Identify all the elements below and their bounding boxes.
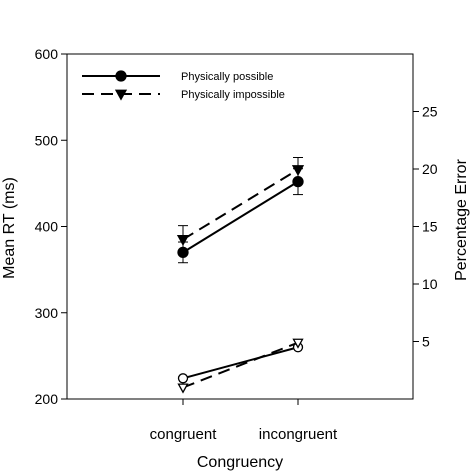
series-layer — [176, 157, 305, 394]
series-1 — [177, 168, 304, 264]
series-line — [182, 346, 299, 380]
x-tick-label: congruent — [150, 426, 218, 443]
x-axis: congruent incongruent — [150, 399, 338, 443]
data-point — [177, 383, 189, 394]
left-y-axis: 200 300 400 500 600 — [35, 46, 67, 407]
right-y-tick-label: 15 — [422, 219, 438, 235]
left-y-tick-label: 300 — [35, 305, 59, 321]
plot-area — [66, 53, 414, 400]
right-y-axis: 5 10 15 20 25 — [413, 104, 438, 350]
x-axis-title: Congruency — [197, 454, 283, 471]
series-line — [182, 341, 299, 389]
series-line — [182, 168, 299, 241]
legend: Physically possible Physically impossible — [82, 70, 285, 101]
right-y-tick-label: 10 — [422, 276, 438, 292]
series-3 — [177, 342, 304, 384]
data-point — [176, 235, 190, 247]
data-point — [291, 165, 305, 177]
left-y-tick-label: 400 — [35, 219, 59, 235]
data-point — [292, 338, 304, 349]
legend-label: Physically possible — [181, 71, 273, 83]
y-axis-title: Mean RT (ms) — [1, 177, 18, 279]
right-y-tick-label: 20 — [422, 161, 438, 177]
plot-frame — [66, 53, 414, 400]
right-y-tick-label: 25 — [422, 104, 438, 120]
right-y-tick-label: 5 — [422, 334, 430, 350]
left-y-tick-label: 600 — [35, 46, 59, 62]
series-line — [182, 180, 299, 254]
data-point — [115, 70, 127, 82]
data-point — [114, 89, 128, 101]
series-2 — [176, 157, 305, 254]
series-4 — [177, 338, 304, 394]
left-y-tick-label: 500 — [35, 132, 59, 148]
x-tick-label: incongruent — [259, 426, 338, 443]
legend-label: Physically impossible — [181, 89, 285, 101]
data-point — [177, 373, 189, 384]
left-y-tick-label: 200 — [35, 391, 59, 407]
y2-axis-title: Percentage Error — [453, 158, 470, 281]
